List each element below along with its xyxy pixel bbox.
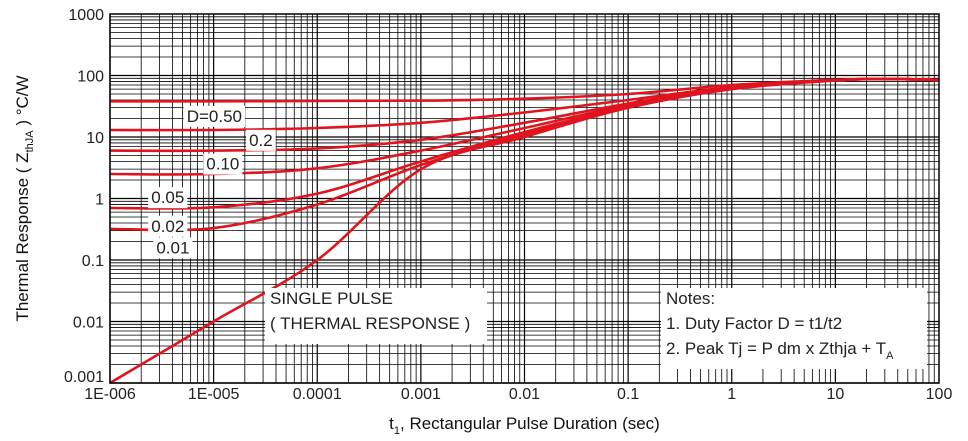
x-axis-label: t1, Rectangular Pulse Duration (sec) — [389, 414, 660, 437]
y-tick-label: 0.001 — [64, 369, 104, 386]
curve-label-bg — [148, 215, 188, 237]
notes-subscript: A — [886, 350, 894, 362]
x-tick-label: 0.1 — [617, 386, 639, 403]
curve-label-bg — [246, 129, 276, 151]
notes-title: Notes: — [666, 289, 715, 308]
curve-label-bg — [153, 237, 193, 259]
curve-label-bg — [148, 187, 188, 209]
single-pulse-text: SINGLE PULSE — [270, 289, 393, 308]
single-pulse-box — [265, 288, 487, 344]
curve-label: 0.01 — [156, 238, 189, 257]
plot-frame — [109, 13, 940, 384]
curve-label-bg — [203, 153, 243, 175]
y-axis-label-prefix: Thermal Response ( Z — [13, 152, 32, 321]
x-axis-label-suffix: , Rectangular Pulse Duration (sec) — [400, 414, 660, 433]
curve-label: 0.2 — [249, 131, 273, 150]
x-tick-label: 1E-005 — [188, 386, 240, 403]
curve-labels: D=0.50 0.2 0.10 0.05 0.02 0.01 — [148, 105, 276, 259]
notes-line: 1. Duty Factor D = t1/t2 — [666, 314, 842, 333]
x-axis-label-subscript: 1 — [394, 425, 400, 437]
curve-label: 0.10 — [206, 155, 239, 174]
x-tick-label: 0.01 — [509, 386, 540, 403]
x-tick-label: 1E-006 — [84, 386, 136, 403]
y-axis-label-subscript: thJA — [24, 130, 36, 153]
curve-label-bg — [183, 105, 246, 127]
y-tick-label: 1000 — [68, 7, 104, 24]
y-tick-label: 1 — [95, 192, 104, 209]
curve-label: D=0.50 — [187, 107, 242, 126]
single-pulse-text: ( THERMAL RESPONSE ) — [270, 314, 470, 333]
y-tick-label: 0.1 — [82, 253, 104, 270]
curve-label: 0.02 — [151, 217, 184, 236]
annotation-boxes: SINGLE PULSE ( THERMAL RESPONSE ) Notes: 1.… — [265, 288, 927, 369]
curve-label: 0.05 — [151, 188, 184, 207]
curves — [109, 77, 940, 385]
x-axis-label-prefix: t — [389, 414, 394, 433]
tick-labels: 1E-006 1E-005 0.0001 0.001 0.01 0.1 1 10 100 0.00… — [64, 7, 952, 403]
notes-line: 2. Peak Tj = P dm x Zthja + TA — [666, 339, 894, 362]
notes-box — [661, 288, 927, 369]
x-tick-label: 0.001 — [401, 386, 441, 403]
x-tick-label: 0.0001 — [293, 386, 342, 403]
y-axis-label-suffix: ) °C/W — [13, 75, 32, 130]
series-line — [109, 77, 940, 385]
x-tick-label: 100 — [926, 386, 953, 403]
x-tick-label: 10 — [826, 386, 844, 403]
y-tick-label: 100 — [77, 69, 104, 86]
y-tick-label: 10 — [86, 130, 104, 147]
y-tick-label: 0.01 — [73, 315, 104, 332]
y-axis-label: Thermal Response ( ZthJA ) °C/W — [13, 75, 36, 321]
x-tick-label: 1 — [727, 386, 736, 403]
